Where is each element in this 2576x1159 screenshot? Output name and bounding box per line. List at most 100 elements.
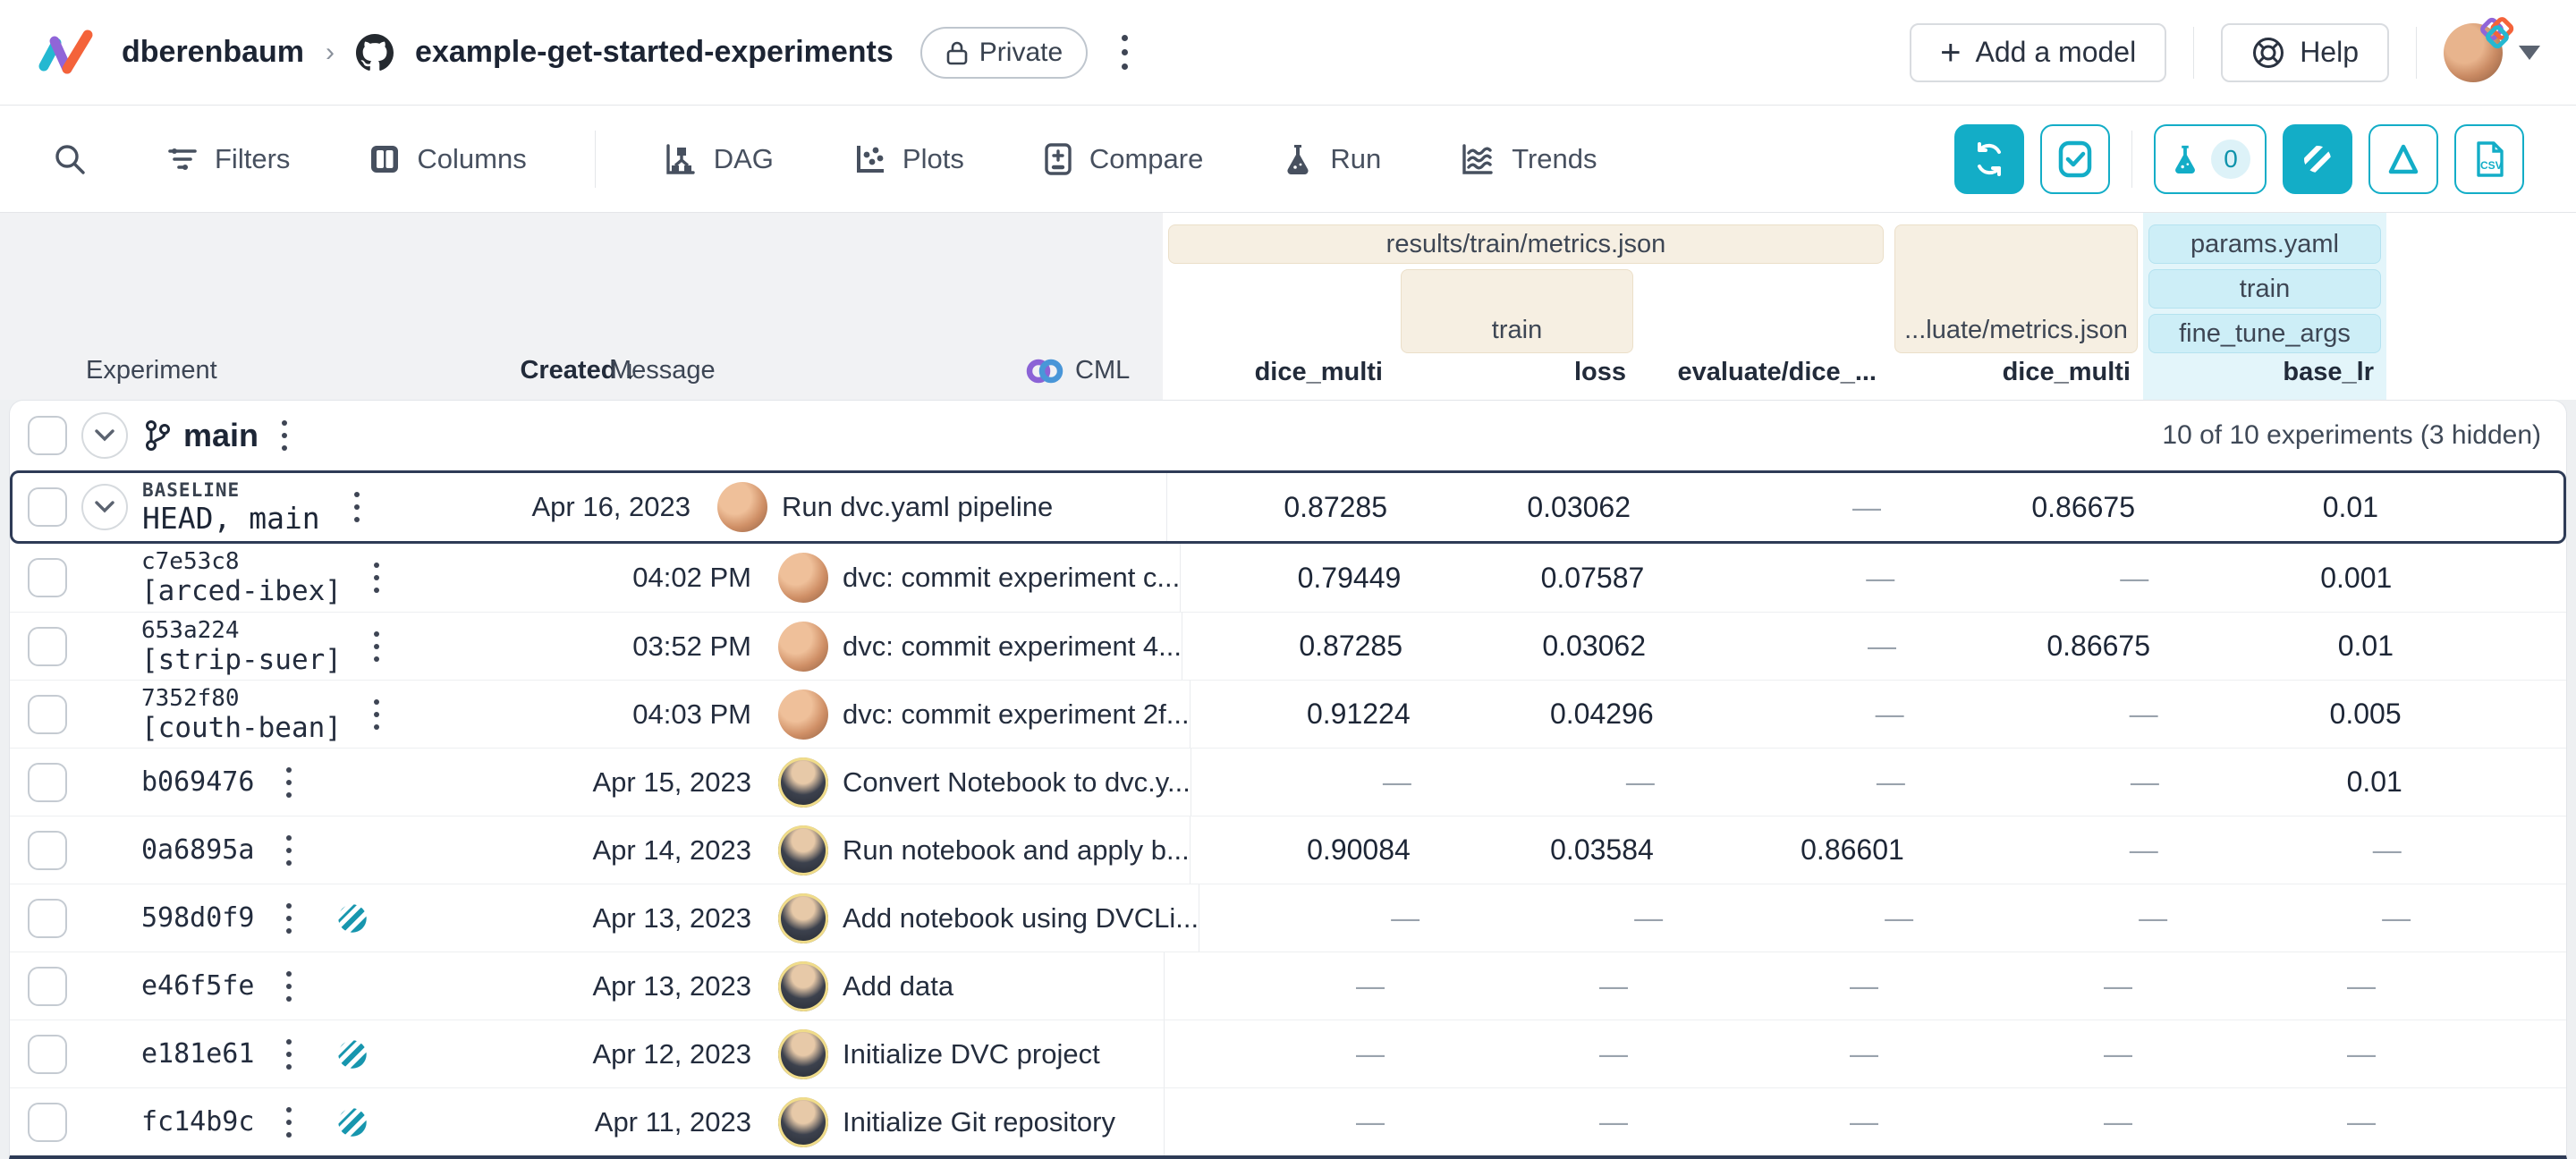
commit-message[interactable]: Convert Notebook to dvc.y... [843, 766, 1191, 798]
commit-hash[interactable]: 598d0f9 [141, 902, 255, 934]
commit-message[interactable]: Run notebook and apply b... [843, 833, 1190, 866]
column-header-cml[interactable]: CML [1025, 356, 1130, 385]
row-menu-icon[interactable] [275, 1034, 302, 1075]
table-row[interactable]: b069476 Apr 15, 2023 Convert Notebook to… [10, 748, 2566, 816]
column-header-message[interactable]: Message [610, 356, 716, 385]
row-menu-icon[interactable] [275, 898, 302, 939]
refresh-button[interactable] [1954, 123, 2024, 194]
column-header-evaluate-dice[interactable]: evaluate/dice_... [1677, 358, 1877, 386]
branch-menu-icon[interactable] [271, 415, 298, 456]
dag-button[interactable]: DAG [664, 142, 774, 176]
dvc-studio-logo-icon[interactable] [38, 27, 95, 79]
user-menu[interactable] [2444, 16, 2540, 82]
table-row[interactable]: c7e53c8 [arced-ibex] 04:02 PM dvc: commi… [10, 544, 2566, 612]
table-row[interactable]: e181e61 Apr 12, 2023 Initialize DVC pr [10, 1019, 2566, 1087]
table-row[interactable]: 0a6895a Apr 14, 2023 Run notebook and ap… [10, 816, 2566, 884]
group-chip-results-metrics[interactable]: results/train/metrics.json [1168, 224, 1884, 264]
row-menu-icon[interactable] [275, 830, 302, 871]
commit-message[interactable]: dvc: commit experiment c... [843, 562, 1181, 593]
commit-hash[interactable]: e46f5fe [141, 970, 255, 1002]
group-chip-params-train[interactable]: train [2148, 269, 2381, 309]
commit-hash[interactable]: e181e61 [141, 1038, 255, 1070]
toggle-hidden-commits-button[interactable] [2283, 123, 2352, 194]
commit-message[interactable]: Initialize Git repository [843, 1105, 1115, 1138]
delta-button[interactable] [2368, 123, 2438, 194]
row-checkbox[interactable] [28, 694, 67, 734]
row-checkbox[interactable] [28, 1034, 67, 1074]
filters-button[interactable]: Filters [166, 143, 290, 175]
metric-value: — [1852, 490, 1881, 523]
group-chip-fine-tune-args[interactable]: fine_tune_args [2148, 314, 2381, 353]
commit-message[interactable]: Initialize DVC project [843, 1037, 1100, 1070]
experiment-name[interactable]: [arced-ibex] [141, 575, 342, 607]
row-checkbox[interactable] [28, 1102, 67, 1142]
commit-hash[interactable]: 0a6895a [141, 834, 255, 866]
row-checkbox[interactable] [28, 487, 67, 527]
created-cell: 04:03 PM [632, 698, 751, 730]
table-row[interactable]: 653a224 [strip-suer] 03:52 PM dvc: commi… [10, 612, 2566, 680]
repo-menu-icon[interactable] [1109, 28, 1140, 77]
branch-checkbox[interactable] [28, 416, 67, 455]
experiment-name[interactable]: [strip-suer] [141, 643, 342, 676]
column-header-dice-multi[interactable]: dice_multi [1254, 358, 1383, 386]
commit-message[interactable]: dvc: commit experiment 2f... [843, 698, 1190, 730]
avatar [778, 1096, 828, 1147]
compare-button[interactable]: Compare [1043, 141, 1203, 177]
add-a-model-button[interactable]: + Add a model [1910, 22, 2167, 82]
branch-row-main[interactable]: main 10 of 10 experiments (3 hidden) [10, 401, 2566, 470]
commit-message[interactable]: dvc: commit experiment 4... [843, 630, 1182, 662]
commit-message[interactable]: Add data [843, 969, 954, 1002]
run-button[interactable]: Run [1282, 141, 1381, 177]
search-icon[interactable] [52, 141, 88, 177]
columns-button[interactable]: Columns [369, 143, 527, 175]
row-menu-icon[interactable] [363, 694, 390, 735]
breadcrumb-owner[interactable]: dberenbaum [122, 35, 305, 69]
group-chip-params-yaml[interactable]: params.yaml [2148, 224, 2381, 264]
trends-button[interactable]: Trends [1460, 142, 1597, 176]
commit-message[interactable]: Add notebook using DVCLi... [843, 901, 1199, 934]
column-header-base-lr[interactable]: base_lr [2283, 358, 2374, 386]
table-row[interactable]: 7352f80 [couth-bean] 04:03 PM dvc: commi… [10, 680, 2566, 748]
commit-hash[interactable]: 7352f80 [141, 684, 240, 712]
column-header-evaluate-dice-multi[interactable]: dice_multi [2002, 358, 2131, 386]
row-checkbox[interactable] [28, 558, 67, 597]
row-menu-icon[interactable] [275, 966, 302, 1007]
row-menu-icon[interactable] [275, 1102, 302, 1143]
row-menu-icon[interactable] [363, 626, 390, 667]
commit-hash[interactable]: c7e53c8 [141, 548, 240, 575]
experiment-name[interactable]: [couth-bean] [141, 711, 342, 744]
column-header-loss[interactable]: loss [1573, 358, 1626, 386]
export-csv-button[interactable]: CSV [2454, 123, 2524, 194]
column-header-created[interactable]: Created ↓ [520, 356, 637, 385]
metric-value: — [1634, 901, 1664, 934]
table-row[interactable]: 598d0f9 Apr 13, 2023 Add notebook usin [10, 884, 2566, 952]
row-checkbox[interactable] [28, 830, 67, 870]
collapse-branch-button[interactable] [81, 412, 128, 459]
commit-hash[interactable]: fc14b9c [141, 1106, 255, 1138]
select-all-button[interactable] [2040, 123, 2110, 194]
branch-name[interactable]: main [183, 417, 259, 453]
table-row[interactable]: e46f5fe Apr 13, 2023 Add data — — — — — [10, 952, 2566, 1019]
row-menu-icon[interactable] [343, 486, 370, 528]
row-menu-icon[interactable] [363, 557, 390, 598]
commit-message[interactable]: Run dvc.yaml pipeline [782, 491, 1054, 522]
group-chip-results-train[interactable]: train [1401, 269, 1633, 353]
row-checkbox[interactable] [28, 762, 67, 802]
experiments-queue-button[interactable]: 0 [2154, 123, 2267, 194]
row-checkbox[interactable] [28, 898, 67, 938]
commit-hash[interactable]: b069476 [141, 766, 255, 798]
plots-button[interactable]: Plots [852, 142, 964, 176]
table-row[interactable]: fc14b9c Apr 11, 2023 Initialize Git re [10, 1087, 2566, 1155]
table-row-baseline[interactable]: BASELINE HEAD, main Apr 16, 2023 Run dvc… [10, 470, 2566, 544]
help-button[interactable]: Help [2221, 22, 2389, 82]
row-checkbox[interactable] [28, 966, 67, 1006]
commit-ref[interactable]: HEAD, main [142, 500, 320, 536]
column-header-experiment[interactable]: Experiment [86, 356, 217, 385]
metric-value: 0.87285 [1299, 630, 1403, 662]
collapse-commit-button[interactable] [81, 484, 128, 530]
row-menu-icon[interactable] [275, 762, 302, 803]
row-checkbox[interactable] [28, 626, 67, 666]
commit-hash[interactable]: 653a224 [141, 616, 240, 644]
group-chip-evaluate-metrics[interactable]: ...luate/metrics.json [1894, 224, 2138, 353]
breadcrumb-repo[interactable]: example-get-started-experiments [415, 35, 894, 69]
